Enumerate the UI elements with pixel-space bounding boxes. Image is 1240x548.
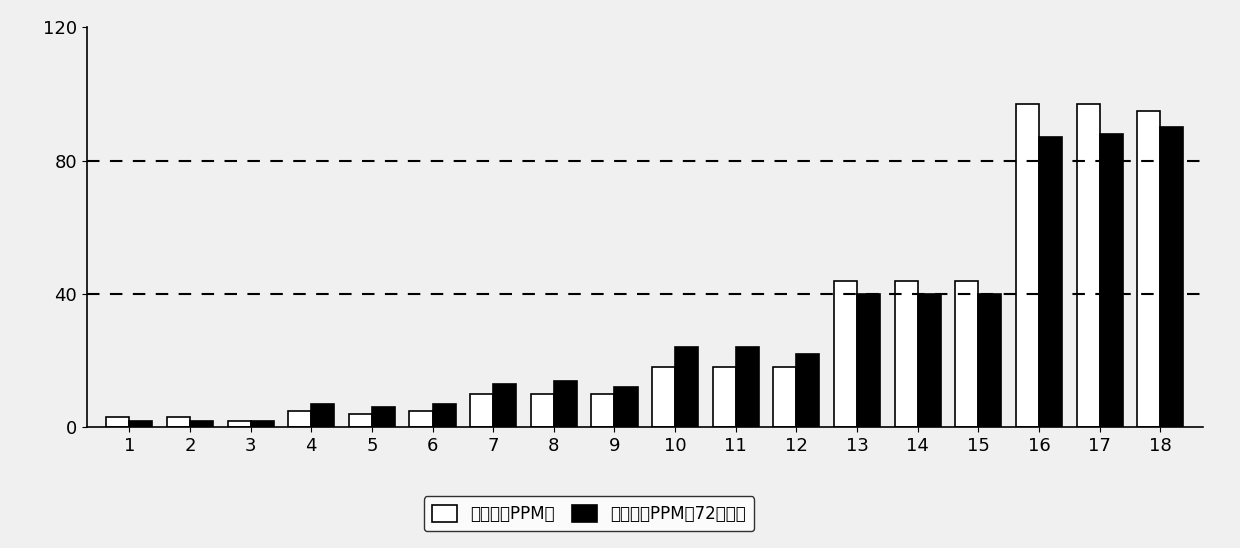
Bar — [288, 411, 311, 427]
Bar — [895, 281, 918, 427]
Bar — [675, 347, 698, 427]
Bar — [409, 411, 433, 427]
Legend: 數據一（PPM）, 數據二（PPM後72小時）: 數據一（PPM）, 數據二（PPM後72小時） — [424, 496, 754, 531]
Bar — [1100, 134, 1122, 427]
Bar — [1039, 138, 1063, 427]
Bar — [774, 368, 796, 427]
Bar — [735, 347, 759, 427]
Bar — [796, 354, 820, 427]
Bar — [129, 421, 153, 427]
Bar — [1016, 104, 1039, 427]
Bar — [250, 421, 274, 427]
Bar — [554, 381, 577, 427]
Bar — [470, 394, 494, 427]
Bar — [1137, 111, 1161, 427]
Bar — [713, 368, 735, 427]
Bar — [591, 394, 615, 427]
Bar — [348, 414, 372, 427]
Bar — [1161, 127, 1183, 427]
Bar — [615, 387, 637, 427]
Bar — [167, 418, 190, 427]
Bar — [372, 408, 394, 427]
Bar — [494, 384, 516, 427]
Bar — [955, 281, 978, 427]
Bar — [190, 421, 213, 427]
Bar — [857, 294, 880, 427]
Bar — [978, 294, 1002, 427]
Bar — [652, 368, 675, 427]
Bar — [311, 404, 335, 427]
Bar — [918, 294, 941, 427]
Bar — [433, 404, 455, 427]
Bar — [1076, 104, 1100, 427]
Bar — [107, 418, 129, 427]
Bar — [227, 421, 250, 427]
Bar — [531, 394, 554, 427]
Bar — [835, 281, 857, 427]
